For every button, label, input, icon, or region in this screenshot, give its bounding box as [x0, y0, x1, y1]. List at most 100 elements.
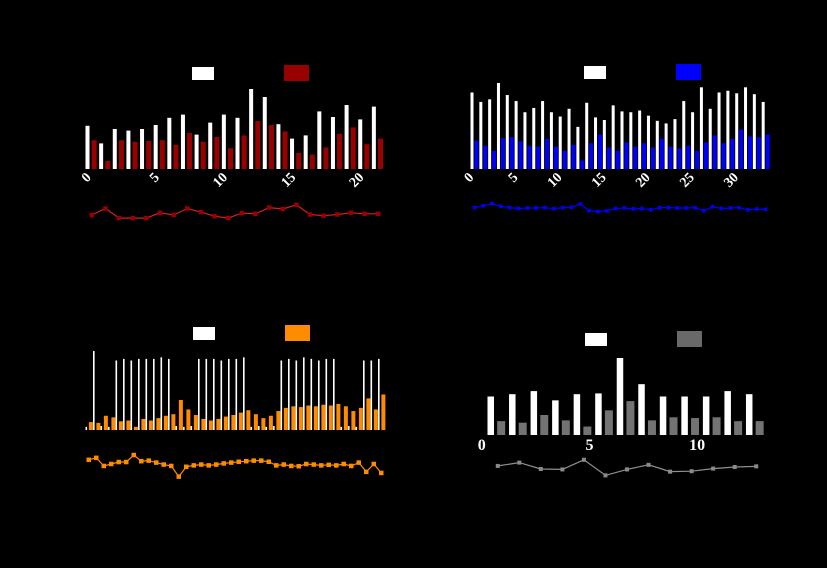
bar-white-bars	[108, 426, 110, 430]
bar-blue-bars	[642, 143, 647, 169]
line-marker	[534, 206, 538, 210]
bar-white-bars	[682, 101, 686, 169]
line-marker	[666, 205, 671, 210]
bar-orange-bars	[111, 417, 116, 430]
bar-white-bars	[330, 117, 335, 169]
bar-orange-bars	[231, 414, 236, 430]
bar-white-bars	[594, 117, 598, 169]
line-marker	[274, 463, 279, 468]
bar-white-bars	[220, 360, 223, 430]
line-marker	[191, 463, 196, 468]
bar-blue-bars	[615, 150, 620, 169]
x-tick-label: 20	[347, 170, 368, 191]
line-marker	[754, 464, 759, 469]
bar-white-bars	[303, 357, 305, 430]
bar-gray-bars	[669, 417, 678, 435]
bar-blue-bars	[659, 138, 664, 169]
bar-white-bars	[595, 393, 602, 435]
line-marker	[341, 461, 346, 467]
bar-gray-bars	[518, 422, 527, 435]
bar-blue-bars	[492, 150, 497, 169]
bar-white-bars	[370, 360, 373, 430]
bar-white-bars	[190, 426, 193, 430]
line-marker	[622, 206, 627, 210]
bar-white-bars	[717, 92, 721, 169]
bar-orange-bars	[321, 404, 326, 430]
bar-blue-bars	[668, 146, 673, 169]
line-marker	[239, 210, 245, 216]
bar-white-bars	[85, 426, 88, 430]
line-marker	[131, 452, 136, 458]
bar-white-bars	[194, 134, 199, 169]
bar-white-bars	[303, 135, 308, 169]
bar-orange-bars	[246, 410, 251, 430]
x-tick-label: 15	[589, 170, 610, 191]
line-blue-line	[474, 202, 766, 213]
bar-dark-red-bars	[159, 140, 165, 169]
bar-blue-bars	[562, 150, 567, 169]
x-tick-label: 20	[633, 170, 654, 191]
bar-white-bars	[250, 426, 253, 430]
legend-swatch-white	[584, 66, 606, 79]
bar-white-bars	[318, 360, 320, 430]
bar-orange-bars	[103, 415, 108, 430]
line-marker	[296, 463, 301, 469]
bar-white-bars	[85, 125, 90, 169]
bar-orange-bars	[298, 407, 303, 430]
bar-dark-red-bars	[173, 145, 179, 169]
line-marker	[86, 457, 91, 463]
bar-white-bars	[514, 101, 518, 169]
x-tick-label: 25	[677, 170, 698, 191]
bar-white-bars	[290, 138, 295, 169]
x-tick-label: 5	[147, 170, 163, 186]
legend-swatch-white	[193, 327, 215, 340]
bar-white-bars	[752, 94, 756, 169]
bar-orange-bars	[381, 394, 386, 430]
bar-white-bars	[208, 122, 213, 169]
line-marker	[253, 211, 258, 217]
bar-orange-bars	[193, 414, 198, 430]
x-tick-label: 5	[506, 170, 522, 186]
line-marker	[206, 463, 211, 468]
line-marker	[171, 212, 176, 218]
line-marker	[259, 458, 264, 463]
bar-white-bars	[167, 117, 172, 169]
line-marker	[199, 462, 204, 467]
bar-orange-bars	[291, 406, 296, 430]
bar-orange-bars	[126, 420, 131, 430]
bar-white-bars	[530, 391, 538, 435]
panel-bottom-right: 0 5 10	[413, 284, 826, 568]
line-marker	[116, 459, 121, 465]
bar-dark-red-bars	[323, 147, 329, 169]
line-marker	[379, 470, 384, 476]
bar-white-bars	[724, 391, 731, 435]
bar-blue-bars	[553, 146, 558, 169]
bar-orange-bars	[343, 406, 348, 430]
bar-gray-bars	[647, 420, 656, 435]
bar-orange-bars	[148, 420, 153, 430]
line-marker	[281, 462, 286, 467]
bar-blue-bars	[695, 150, 700, 169]
line-marker	[625, 467, 629, 472]
x-tick-label: 10	[211, 170, 232, 191]
line-marker	[94, 455, 99, 461]
line-marker	[689, 469, 694, 474]
line-marker	[711, 466, 716, 471]
bar-blue-bars	[527, 145, 532, 169]
bar-white-bars	[99, 143, 104, 169]
bar-white-bars	[638, 110, 642, 169]
bar-dark-red-bars	[378, 138, 383, 169]
bar-blue-bars	[509, 137, 514, 169]
line-marker	[225, 215, 231, 221]
bar-orange-bars	[118, 421, 123, 430]
line-marker	[334, 463, 339, 468]
bar-blue-bars	[589, 143, 594, 169]
bar-dark-red-bars	[105, 161, 111, 169]
bar-orange-bars	[358, 407, 363, 430]
bar-white-bars	[487, 396, 494, 435]
bar-white-bars	[175, 426, 178, 430]
bar-white-bars	[479, 101, 483, 169]
bar-orange-bars	[276, 411, 281, 430]
bar-blue-bars	[580, 160, 585, 169]
bar-white-bars	[505, 95, 509, 169]
